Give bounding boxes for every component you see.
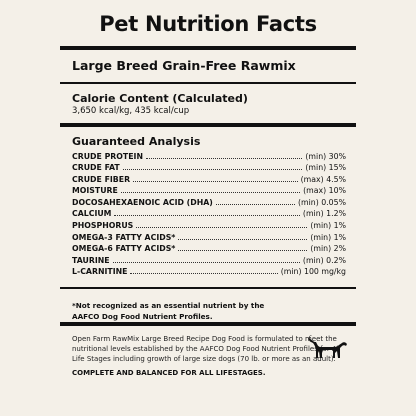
nutrient-value: (min) 2%	[310, 244, 346, 254]
nutrient-value: (max) 4.5%	[300, 174, 346, 184]
thick-divider	[60, 321, 356, 326]
calorie-heading: Calorie Content (Calculated)	[72, 91, 248, 105]
table-row: MOISTURE (max) 10%	[72, 186, 346, 198]
thick-divider	[60, 46, 356, 50]
table-row: CRUDE PROTEIN (min) 30%	[72, 152, 346, 164]
product-name: Large Breed Grain-Free Rawmix	[72, 58, 296, 73]
nutrient-name: L-CARNITINE	[72, 267, 128, 277]
table-row: TAURINE (min) 0.2%	[72, 256, 346, 268]
analysis-heading: Guaranteed Analysis	[72, 134, 201, 148]
footnote: *Not recognized as an essential nutrient…	[72, 300, 265, 321]
analysis-table: CRUDE PROTEIN (min) 30% CRUDE FAT (min) 15…	[60, 152, 356, 280]
nutrient-name: MOISTURE	[72, 186, 118, 196]
nutrient-value: (min) 1%	[310, 221, 346, 231]
nutrient-name: OMEGA-6 FATTY ACIDS*	[72, 244, 176, 254]
nutrient-value: (min) 30%	[305, 151, 346, 161]
table-row: CALCIUM (min) 1.2%	[72, 209, 346, 221]
table-row: PHOSPHORUS (min) 1%	[72, 221, 346, 233]
nutrient-name: CRUDE PROTEIN	[72, 151, 143, 161]
table-row: DOCOSAHEXAENOIC ACID (DHA) (min) 0.05%	[72, 198, 346, 210]
divider	[60, 82, 356, 84]
nutrient-value: (min) 0.2%	[302, 255, 346, 265]
nutrient-value: (min) 100 mg/kg	[280, 267, 346, 277]
divider	[60, 287, 356, 289]
thick-divider	[60, 122, 356, 127]
nutrition-label: Pet Nutrition Facts Large Breed Grain-Fr…	[60, 0, 356, 416]
nutrient-value: (min) 15%	[305, 163, 346, 173]
table-row: CRUDE FIBER (max) 4.5%	[72, 175, 346, 187]
nutrient-name: CALCIUM	[72, 209, 112, 219]
aafco-statement: Open Farm RawMix Large Breed Recipe Dog …	[72, 334, 341, 363]
nutrient-name: DOCOSAHEXAENOIC ACID (DHA)	[72, 197, 213, 207]
nutrient-name: TAURINE	[72, 255, 110, 265]
label-title: Pet Nutrition Facts	[99, 12, 317, 36]
nutrient-name: OMEGA-3 FATTY ACIDS*	[72, 232, 176, 242]
dog-icon	[308, 335, 347, 358]
table-row: OMEGA-6 FATTY ACIDS* (min) 2%	[72, 244, 346, 256]
nutrient-value: (min) 0.05%	[297, 197, 346, 207]
table-row: OMEGA-3 FATTY ACIDS* (min) 1%	[72, 233, 346, 245]
nutrient-value: (min) 1.2%	[302, 209, 346, 219]
nutrient-name: PHOSPHORUS	[72, 221, 134, 231]
nutrient-name: CRUDE FAT	[72, 163, 120, 173]
nutrient-name: CRUDE FIBER	[72, 174, 131, 184]
table-row: CRUDE FAT (min) 15%	[72, 163, 346, 175]
table-row: L-CARNITINE (min) 100 mg/kg	[72, 267, 346, 279]
calorie-value: 3,650 kcal/kg, 435 kcal/cup	[72, 105, 190, 116]
complete-balanced-statement: COMPLETE AND BALANCED FOR ALL LIFESTAGES…	[72, 368, 266, 377]
nutrient-value: (min) 1%	[310, 232, 346, 242]
nutrient-value: (max) 10%	[303, 186, 346, 196]
